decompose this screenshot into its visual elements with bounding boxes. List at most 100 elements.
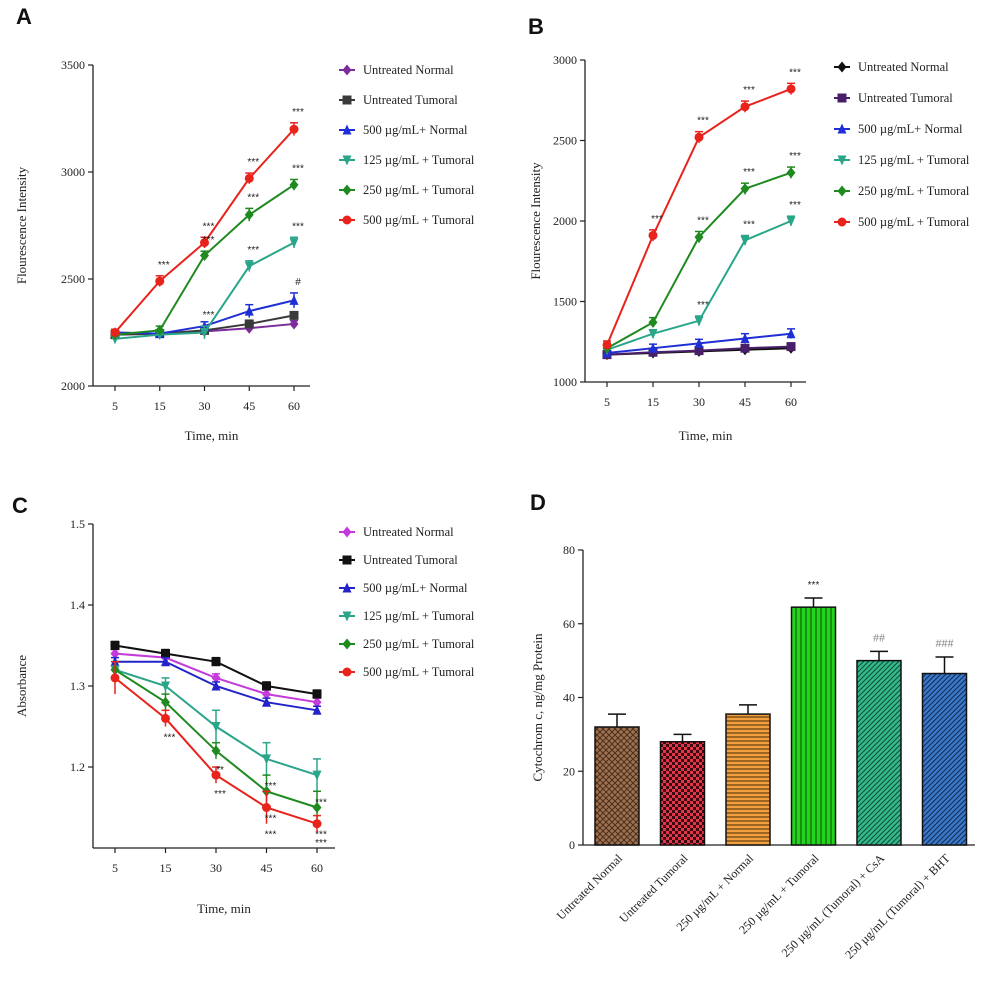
significance-label: ** — [216, 765, 224, 776]
legend-label: Untreated Normal — [363, 525, 454, 539]
data-point — [211, 770, 221, 780]
data-point — [312, 802, 322, 813]
data-point — [648, 230, 658, 240]
data-point — [244, 173, 254, 183]
bar — [594, 726, 640, 846]
data-point — [312, 696, 322, 708]
data-point — [289, 179, 299, 191]
significance-label: *** — [265, 830, 277, 841]
legend-marker — [837, 217, 847, 227]
x-axis-title: Time, min — [679, 428, 733, 443]
significance-label: *** — [203, 235, 215, 246]
y-axis-title: Flourescence Intensity — [528, 162, 543, 280]
x-tick-label: 30 — [199, 399, 211, 413]
legend-marker — [342, 124, 352, 135]
data-point — [244, 319, 254, 329]
legend-label: 125 µg/mL + Tumoral — [858, 153, 970, 167]
significance-label: # — [295, 277, 301, 288]
y-tick-label: 1.3 — [70, 679, 85, 693]
legend-label: 250 µg/mL + Tumoral — [363, 183, 475, 197]
legend-label: Untreated Tumoral — [363, 93, 458, 107]
legend-item: 500 µg/mL+ Normal — [339, 123, 468, 137]
significance-label: *** — [247, 157, 259, 168]
series-5 — [602, 82, 796, 350]
significance-label: *** — [789, 151, 801, 162]
y-tick-label: 3000 — [553, 53, 577, 67]
legend-marker — [342, 555, 352, 565]
significance-label: ## — [873, 630, 885, 644]
data-point — [161, 656, 170, 667]
legend-marker — [342, 667, 352, 677]
significance-label: *** — [789, 67, 801, 78]
legend-marker — [837, 185, 847, 197]
x-tick-label: 30 — [210, 861, 222, 875]
y-tick-label: 1000 — [553, 375, 577, 389]
significance-label: *** — [292, 221, 304, 232]
legend-marker — [342, 611, 352, 622]
series-4 — [110, 178, 299, 341]
data-point — [694, 316, 704, 327]
data-point — [289, 318, 299, 330]
significance-label: *** — [743, 85, 755, 96]
data-point — [289, 294, 299, 305]
significance-label: *** — [203, 310, 215, 321]
y-tick-label: 1.5 — [70, 517, 85, 531]
data-point — [648, 316, 658, 328]
legend-item: Untreated Normal — [339, 63, 454, 77]
y-tick-label: 0 — [569, 838, 575, 852]
legend-item: 500 µg/mL+ Normal — [339, 581, 468, 595]
data-point — [694, 346, 704, 356]
data-point — [161, 696, 170, 708]
data-point — [289, 310, 299, 320]
data-point — [262, 681, 271, 691]
legend-label: Untreated Tumoral — [858, 91, 953, 105]
bar — [921, 672, 968, 846]
legend-label: 250 µg/mL + Tumoral — [858, 184, 970, 198]
y-tick-label: 80 — [563, 543, 575, 557]
y-axis-title: Cytochrom c, ng/mg Protein — [530, 633, 545, 782]
significance-label: *** — [697, 215, 709, 226]
data-point — [648, 329, 658, 340]
x-tick-label: 45 — [243, 399, 255, 413]
data-point — [211, 672, 221, 684]
x-tick-label: 5 — [112, 399, 118, 413]
significance-label: *** — [203, 221, 215, 232]
significance-label: *** — [789, 200, 801, 211]
data-point — [262, 688, 271, 700]
legend-item: 250 µg/mL + Tumoral — [339, 183, 475, 197]
series-1 — [110, 640, 322, 699]
legend-marker — [342, 582, 352, 593]
significance-label: *** — [214, 789, 226, 800]
data-point — [244, 261, 254, 272]
x-tick-label: 60 — [288, 399, 300, 413]
series-4 — [602, 166, 796, 354]
legend-item: 250 µg/mL + Tumoral — [834, 184, 970, 198]
x-tick-label: 30 — [693, 395, 705, 409]
x-tick-label: 60 — [785, 395, 797, 409]
data-point — [786, 216, 796, 227]
legend-marker — [837, 93, 847, 103]
significance-label: *** — [265, 814, 277, 825]
x-tick-label: 15 — [647, 395, 659, 409]
data-point — [740, 183, 750, 195]
legend-marker — [342, 638, 352, 650]
y-tick-label: 2500 — [553, 134, 577, 148]
legend-item: Untreated Normal — [339, 525, 454, 539]
chart-a: 2000 2500 3000 3500 5 15 30 45 60 Time, min Floure… — [14, 58, 475, 443]
y-tick-label: 2000 — [553, 214, 577, 228]
legend-marker — [342, 215, 352, 225]
data-point — [312, 770, 322, 781]
significance-label: *** — [292, 163, 304, 174]
significance-label: *** — [315, 838, 327, 849]
x-tick-label: 60 — [311, 861, 323, 875]
legend-label: 500 µg/mL + Tumoral — [858, 215, 970, 229]
legend-item: Untreated Normal — [834, 60, 949, 74]
legend-item: Untreated Tumoral — [339, 93, 458, 107]
x-tick-label: 45 — [739, 395, 751, 409]
y-tick-label: 3000 — [61, 165, 85, 179]
data-point — [155, 276, 165, 286]
data-point — [289, 238, 299, 249]
y-tick-label: 1500 — [553, 295, 577, 309]
x-axis-title: Time, min — [197, 901, 251, 916]
x-tick-label: 15 — [160, 861, 172, 875]
